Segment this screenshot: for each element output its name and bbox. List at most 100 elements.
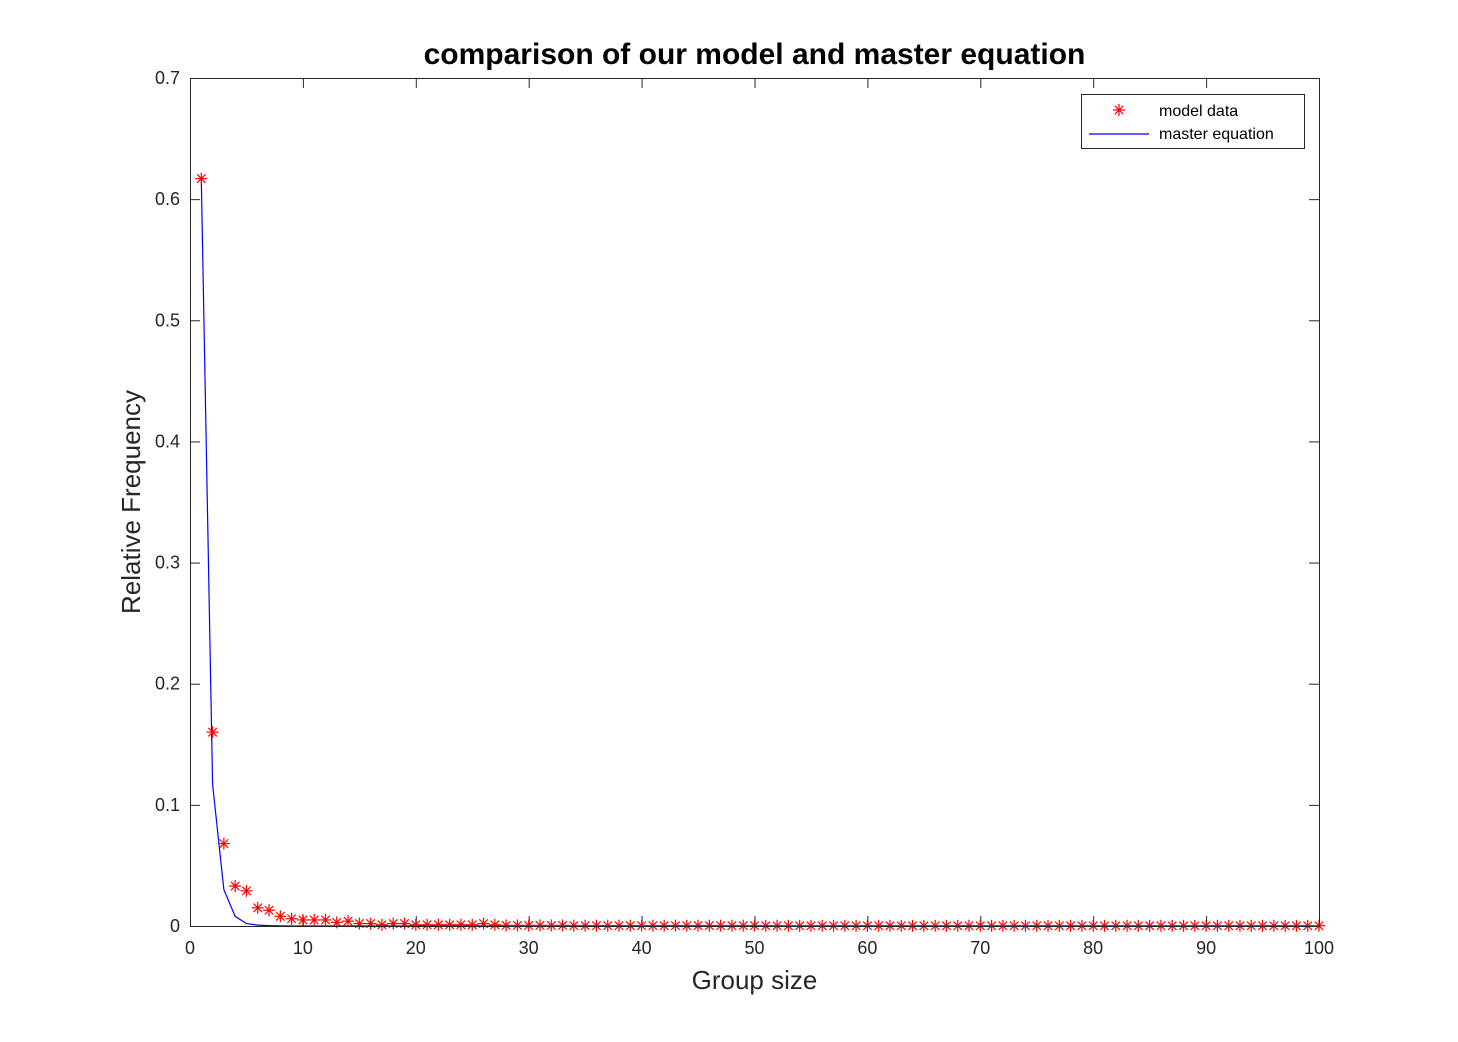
data-point-model-data [895,919,908,932]
data-point-model-data [1177,919,1190,932]
data-point-model-data [1143,919,1156,932]
data-point-model-data [229,880,242,893]
data-point-model-data [567,919,580,932]
data-point-model-data [353,917,366,930]
data-point-model-data [1042,919,1055,932]
data-point-model-data [974,919,987,932]
data-point-model-data [342,915,355,928]
data-point-model-data [251,901,264,914]
data-point-model-data [692,919,705,932]
y-tick-label: 0.3 [155,553,180,573]
data-point-model-data [1256,919,1269,932]
data-point-model-data [522,919,535,932]
y-tick-label: 0 [170,916,180,936]
data-point-model-data [1109,919,1122,932]
data-point-model-data [1064,919,1077,932]
x-tick-label: 90 [1196,938,1216,958]
legend: model data master equation [1081,94,1305,149]
data-point-model-data [951,919,964,932]
y-tick-label: 0.5 [155,310,180,330]
data-point-model-data [883,919,896,932]
data-point-model-data [725,919,738,932]
data-point-model-data [364,917,377,930]
data-point-model-data [285,912,298,925]
data-point-model-data [1132,919,1145,932]
x-tick-label: 80 [1083,938,1103,958]
data-point-model-data [1301,919,1314,932]
data-point-model-data [454,918,467,931]
data-point-model-data [1121,919,1134,932]
data-point-model-data [1200,919,1213,932]
data-point-model-data [748,919,761,932]
data-point-model-data [1087,919,1100,932]
data-point-model-data [1233,919,1246,932]
legend-label-model-data: model data [1159,103,1238,120]
data-point-model-data [590,919,603,932]
y-tick-label: 0.4 [155,431,180,451]
data-point-model-data [432,918,445,931]
data-point-model-data [240,884,253,897]
data-point-model-data [398,917,411,930]
data-point-model-data [500,919,513,932]
data-point-model-data [635,919,648,932]
x-axis-label: Group size [692,965,818,995]
chart-title: comparison of our model and master equat… [424,38,1086,71]
data-point-model-data [771,919,784,932]
x-tick-label: 60 [857,938,877,958]
data-point-model-data [387,917,400,930]
data-point-model-data [827,919,840,932]
data-point-model-data [613,919,626,932]
x-tick-label: 70 [970,938,990,958]
data-point-model-data [533,919,546,932]
legend-box [1081,94,1305,149]
y-axis-label: Relative Frequency [116,390,146,614]
data-point-model-data [1075,919,1088,932]
data-point-model-data [1267,919,1280,932]
data-point-model-data [680,919,693,932]
data-point-model-data [906,919,919,932]
data-point-model-data [1030,919,1043,932]
data-point-model-data [940,919,953,932]
data-point-model-data [917,919,930,932]
y-tick-label: 0.1 [155,795,180,815]
data-point-model-data [1290,919,1303,932]
data-point-model-data [669,919,682,932]
data-point-model-data [1279,919,1292,932]
y-tick-label: 0.7 [155,68,180,88]
data-point-model-data [1154,919,1167,932]
data-point-model-data [1222,919,1235,932]
data-point-model-data [206,726,219,739]
legend-label-master-equation: master equation [1159,126,1274,143]
data-point-model-data [782,919,795,932]
data-point-model-data [737,919,750,932]
data-point-model-data [793,919,806,932]
data-point-model-data [545,919,558,932]
series-layer [195,172,1325,932]
data-point-model-data [703,919,716,932]
data-point-model-data [1188,919,1201,932]
x-tick-label: 40 [632,938,652,958]
x-tick-label: 30 [519,938,539,958]
data-point-model-data [579,919,592,932]
x-tick-label: 10 [293,938,313,958]
data-point-model-data [443,918,456,931]
x-tick-label: 20 [406,938,426,958]
plot-frame [190,78,1320,927]
data-point-model-data [1053,919,1066,932]
data-point-model-data [375,918,388,931]
data-point-model-data [409,918,422,931]
data-point-model-data [217,837,230,850]
data-point-model-data [1098,919,1111,932]
x-tick-label: 100 [1304,938,1334,958]
legend-marker-model-data [1113,104,1125,116]
data-point-model-data [996,919,1009,932]
data-point-model-data [658,919,671,932]
data-point-model-data [850,919,863,932]
data-point-model-data [759,919,772,932]
x-tick-label: 0 [185,938,195,958]
data-point-model-data [274,910,287,923]
data-point-model-data [319,913,332,926]
x-axis-ticks: 0 10 20 30 40 50 60 70 80 90 100 [185,78,1334,958]
data-point-model-data [714,919,727,932]
